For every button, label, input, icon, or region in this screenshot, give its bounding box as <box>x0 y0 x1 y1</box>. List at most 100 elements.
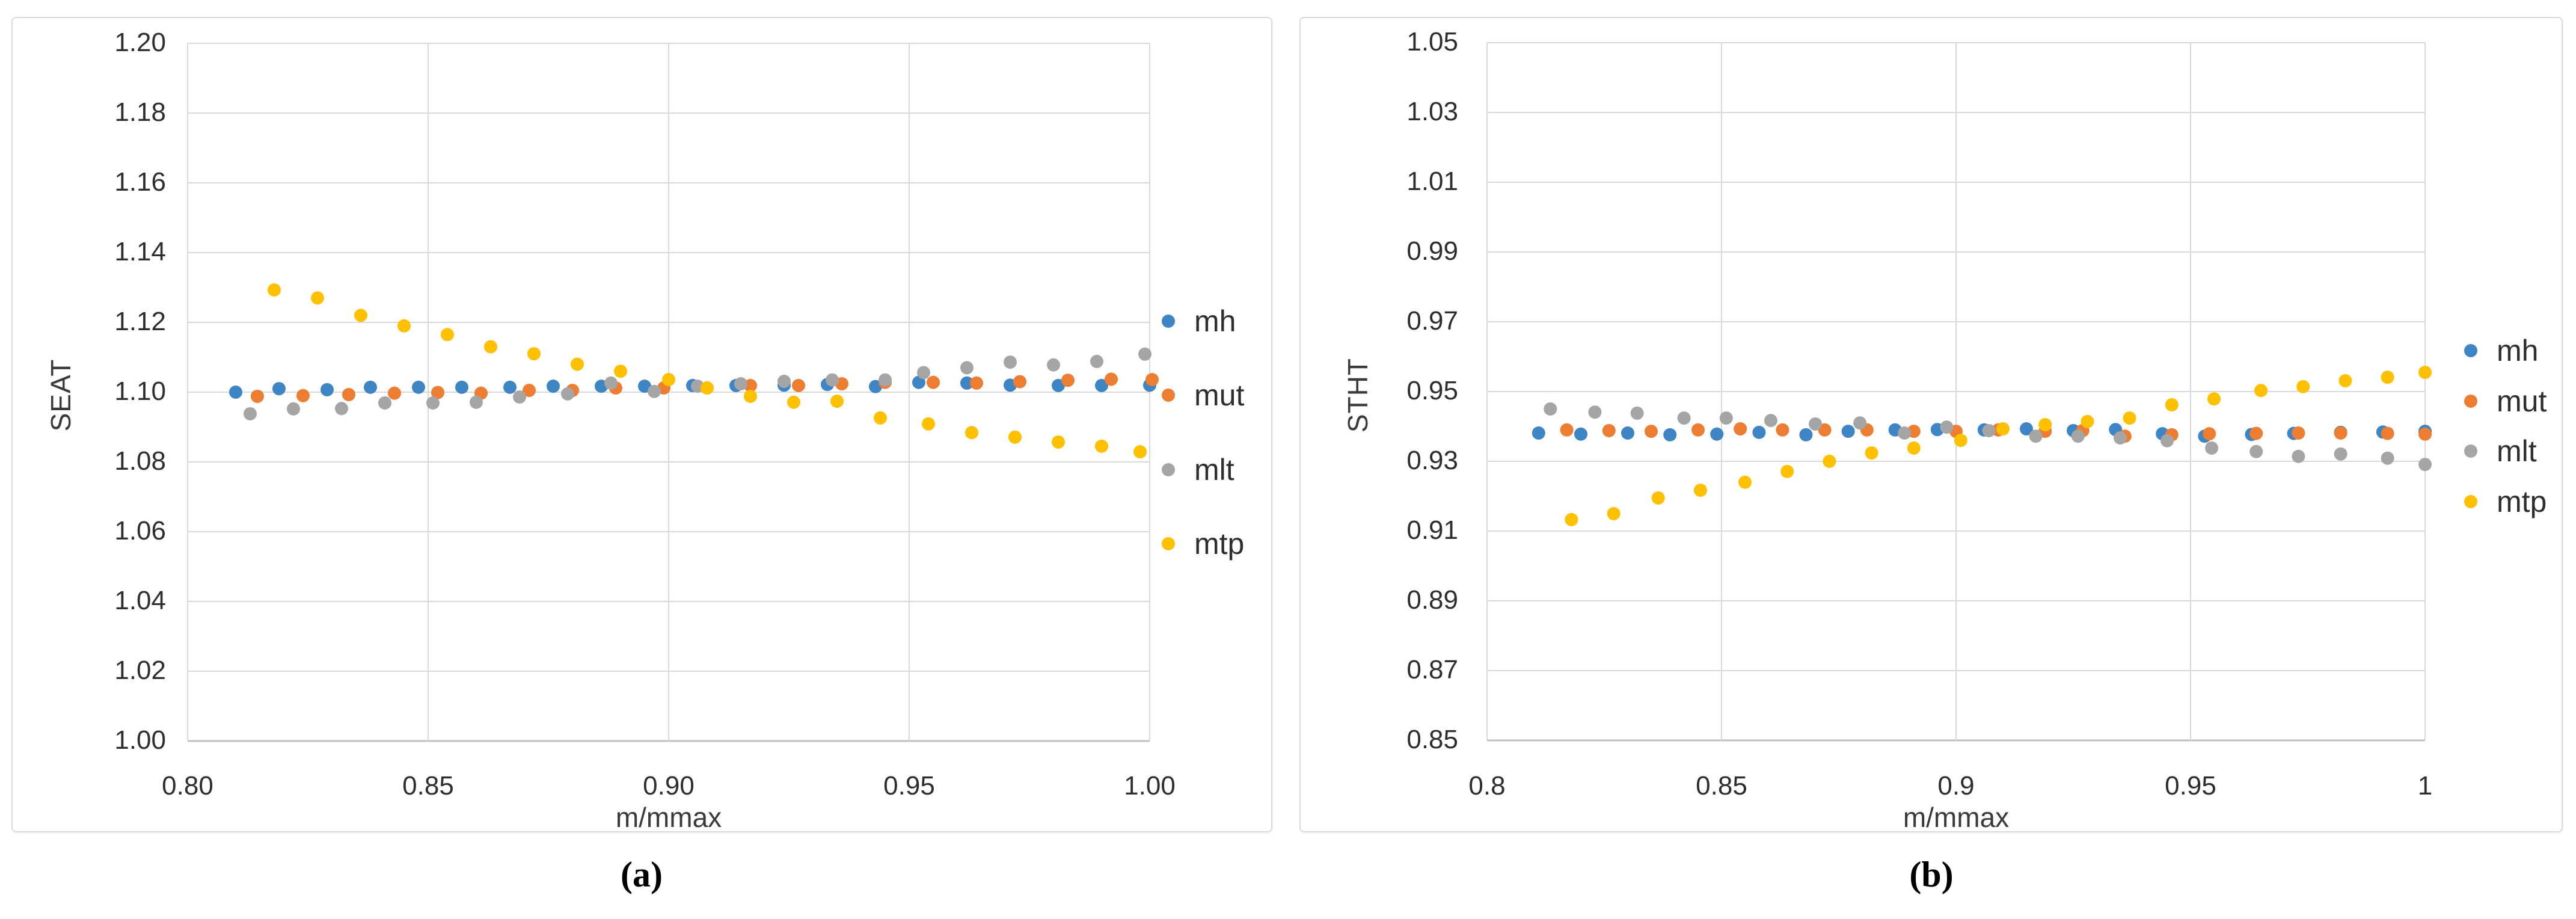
point-mtp <box>1095 439 1108 453</box>
point-mlt <box>648 384 661 398</box>
point-mh <box>912 375 925 389</box>
x-tick-label: 0.95 <box>883 771 935 801</box>
y-tick-label: 0.97 <box>1406 306 1458 336</box>
point-mtp <box>311 291 324 305</box>
point-mut <box>1734 422 1747 436</box>
point-mtp <box>397 319 411 333</box>
y-tick-label: 1.14 <box>114 237 166 266</box>
point-mlt <box>1630 406 1644 420</box>
point-mut <box>2334 426 2348 440</box>
point-mh <box>320 383 334 396</box>
point-mtp <box>1607 507 1621 520</box>
point-mtp <box>614 364 627 378</box>
plot-area-b <box>1486 42 2432 742</box>
x-tick-label: 0.85 <box>1696 771 1747 801</box>
point-mut <box>1818 423 1832 437</box>
point-mtp <box>1823 455 1836 468</box>
point-mlt <box>2071 429 2085 443</box>
legend-item-mtp: mtp <box>1162 526 1244 561</box>
legend-item-mlt: mlt <box>2464 434 2537 469</box>
point-mh <box>272 382 286 396</box>
point-mut <box>2418 427 2432 441</box>
point-mlt <box>2381 451 2394 465</box>
point-mut <box>1013 375 1026 389</box>
point-mlt <box>561 387 574 401</box>
point-mtp <box>922 417 935 431</box>
point-mtp <box>268 283 281 297</box>
point-mut <box>342 388 355 402</box>
point-mtp <box>965 426 978 440</box>
point-mlt <box>604 376 618 390</box>
point-mtp <box>830 395 844 408</box>
point-mh <box>1663 428 1677 441</box>
x-tick-label: 0.90 <box>643 771 695 801</box>
point-mtp <box>2296 380 2310 393</box>
point-mtp <box>354 309 367 322</box>
point-mut <box>1776 423 1789 437</box>
legend-item-mlt: mlt <box>1162 452 1234 487</box>
y-tick-label: 1.20 <box>114 28 166 57</box>
point-mlt <box>1809 417 1822 431</box>
y-tick-label: 1.04 <box>114 586 166 615</box>
y-tick-label: 1.00 <box>114 725 166 755</box>
point-mtp <box>662 373 675 387</box>
y-tick-label: 1.03 <box>1406 97 1458 126</box>
y-tick-label: 0.85 <box>1406 725 1458 754</box>
point-mlt <box>1764 414 1777 428</box>
point-mtp <box>1565 512 1578 526</box>
point-mlt <box>1982 423 1996 437</box>
point-mut <box>970 376 983 390</box>
point-mut <box>388 386 401 400</box>
point-mh <box>1799 428 1813 441</box>
legend-label-mtp: mtp <box>2497 485 2547 519</box>
legend-marker-mtp-icon <box>1162 537 1175 551</box>
point-mlt <box>1853 416 1867 430</box>
point-mtp <box>1954 434 1967 447</box>
point-mtp <box>2338 374 2352 388</box>
point-mut <box>1560 423 1574 437</box>
point-mtp <box>1008 430 1022 444</box>
point-mtp <box>2165 398 2179 412</box>
point-mut <box>431 386 444 399</box>
legend-marker-mh-icon <box>2464 344 2477 357</box>
x-tick-label: 0.9 <box>1937 771 1975 801</box>
y-tick-label: 0.89 <box>1406 585 1458 615</box>
point-mtp <box>1693 484 1707 497</box>
x-tick-label: 0.95 <box>2165 771 2216 801</box>
point-mut <box>1061 373 1075 387</box>
point-mh <box>412 380 425 394</box>
point-mlt <box>470 395 483 409</box>
point-mlt <box>1004 355 1017 369</box>
point-mlt <box>2334 447 2348 461</box>
x-tick-label: 1 <box>2417 771 2433 801</box>
chart-panel-a: SEAT m/mmax 1.00 1.02 1.04 1.06 1.08 1.10 1.12… <box>11 17 1272 833</box>
point-mlt <box>777 375 791 389</box>
legend-item-mtp: mtp <box>2464 484 2547 519</box>
point-mtp <box>2123 411 2136 425</box>
point-mut <box>792 378 805 392</box>
legend-item-mh: mh <box>2464 333 2538 368</box>
point-mtp <box>1133 445 1147 459</box>
point-mlt <box>2205 441 2219 455</box>
point-mlt <box>1719 411 1733 425</box>
point-mh <box>1621 426 1634 440</box>
legend-marker-mh-icon <box>1162 315 1175 328</box>
point-mtp <box>1996 422 2010 436</box>
point-mlt <box>879 373 892 387</box>
y-tick-label: 1.18 <box>114 97 166 127</box>
point-mh <box>455 380 468 394</box>
point-mtp <box>744 389 757 403</box>
x-axis-title-b: m/mmax <box>1903 802 2010 833</box>
point-mtp <box>527 347 541 361</box>
legend-marker-mut-icon <box>1162 389 1175 402</box>
point-mlt <box>2292 449 2305 463</box>
point-mh <box>1095 378 1108 392</box>
legend-label-mtp: mtp <box>1194 527 1245 561</box>
point-mlt <box>513 390 526 404</box>
point-mtp <box>1052 435 1065 449</box>
point-mh <box>1574 427 1587 441</box>
legend-marker-mlt-icon <box>1162 463 1175 476</box>
y-tick-label: 0.91 <box>1406 515 1458 545</box>
point-mtp <box>1738 475 1752 489</box>
point-mh <box>1841 425 1855 438</box>
